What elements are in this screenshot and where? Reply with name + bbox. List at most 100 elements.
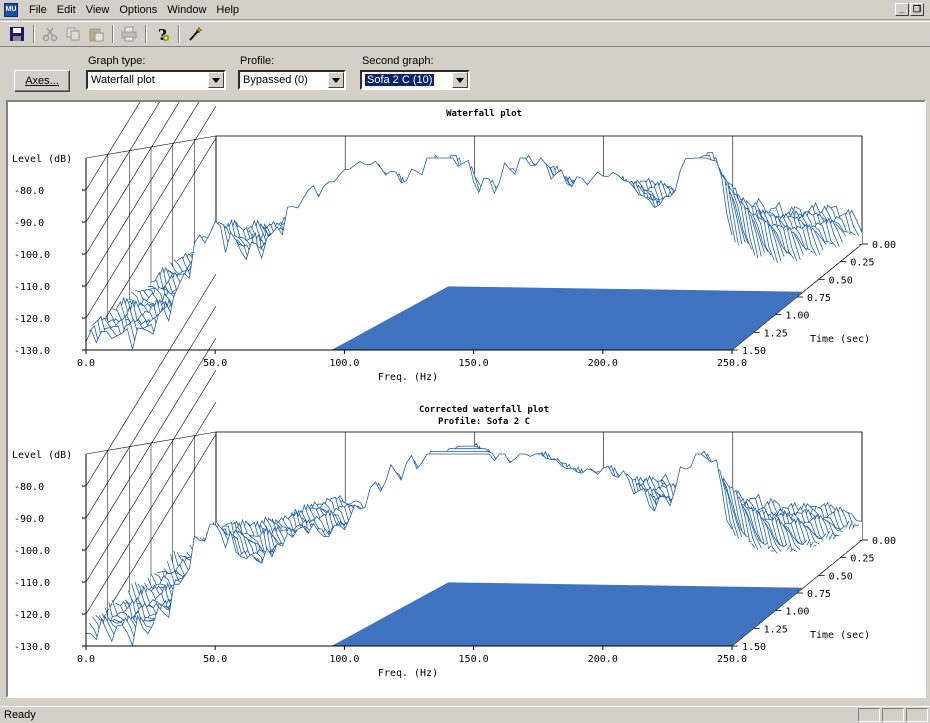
- second-graph-value: Sofa 2 C (10): [363, 74, 436, 86]
- profile-label: Profile:: [240, 55, 275, 67]
- z-tick-label: 0.00: [872, 536, 896, 547]
- graph-type-dropdown-arrow[interactable]: [208, 72, 224, 88]
- status-text: Ready: [4, 709, 36, 721]
- copy-icon: [66, 27, 80, 41]
- z-tick-label: 0.50: [829, 571, 853, 582]
- y-tick-label: -100.0: [14, 250, 50, 261]
- print-button[interactable]: [118, 24, 140, 44]
- y-tick-label: -80.0: [14, 482, 44, 493]
- profile-value: Bypassed (0): [243, 74, 308, 86]
- y-tick-label: -80.0: [14, 186, 44, 197]
- print-icon: [121, 26, 137, 42]
- help-icon: ?: [158, 26, 169, 42]
- status-pane: [906, 708, 928, 722]
- x-tick-label: 50.0: [203, 358, 227, 369]
- axes-button-label: Axes...: [25, 75, 59, 87]
- mdi-restore-button[interactable]: ❐: [910, 3, 924, 16]
- graph-type-value: Waterfall plot: [91, 74, 155, 86]
- cut-button[interactable]: [39, 24, 61, 44]
- x-tick-label: 100.0: [329, 358, 359, 369]
- x-tick-label: 200.0: [588, 358, 618, 369]
- app-icon[interactable]: MU: [4, 2, 18, 17]
- second-graph-label: Second graph:: [362, 55, 434, 67]
- y-tick-label: -90.0: [14, 218, 44, 229]
- x-tick-label: 200.0: [588, 654, 618, 665]
- status-bar: Ready: [0, 706, 930, 723]
- x-tick-label: 250.0: [717, 654, 747, 665]
- menu-file[interactable]: File: [29, 3, 47, 16]
- z-tick-label: 0.25: [850, 258, 874, 269]
- cut-icon: [42, 27, 58, 42]
- menu-edit[interactable]: Edit: [56, 3, 76, 16]
- chevron-down-icon: [212, 77, 220, 83]
- x-tick-label: 150.0: [459, 654, 489, 665]
- wizard-button[interactable]: [184, 24, 206, 44]
- z-axis-label: Time (sec): [810, 334, 870, 345]
- z-tick-label: 0.25: [850, 554, 874, 565]
- x-tick-label: 50.0: [203, 654, 227, 665]
- z-tick-label: 0.75: [807, 589, 831, 600]
- graph-area[interactable]: Waterfall plot Level (dB) -80.0 -90.0 -100.0…: [6, 100, 926, 698]
- grid-line: [85, 135, 217, 159]
- plot-title: Corrected waterfall plot: [419, 405, 549, 415]
- x-tick-label: 100.0: [329, 654, 359, 665]
- x-tick-label: 150.0: [459, 358, 489, 369]
- waterfall-plot: Waterfall plot Level (dB) -80.0 -90.0 -100.0…: [12, 102, 896, 383]
- profile-dropdown-arrow[interactable]: [328, 72, 344, 88]
- second-graph-select[interactable]: Sofa 2 C (10): [360, 70, 470, 90]
- x-tick-label: 0.0: [77, 358, 95, 369]
- grid-line: [85, 431, 217, 455]
- menu-bar: MU File Edit View Options Window Help _ …: [0, 0, 930, 20]
- y-tick-label: -110.0: [14, 282, 50, 293]
- waterfall-slice: [85, 453, 733, 648]
- toolbar-separator: [178, 25, 180, 43]
- mdi-controls: _ ❐: [895, 3, 924, 16]
- paste-icon: [89, 28, 104, 42]
- floor-fill: [331, 286, 804, 350]
- toolbar: ?: [0, 21, 930, 47]
- axes-button[interactable]: Axes...: [14, 70, 70, 92]
- graph-type-label: Graph type:: [88, 55, 146, 67]
- second-graph-dropdown-arrow[interactable]: [452, 72, 468, 88]
- toolbar-separator: [145, 25, 147, 43]
- x-axis-label: Freq. (Hz): [378, 668, 438, 679]
- x-axis-label: Freq. (Hz): [378, 372, 438, 383]
- svg-text:?: ?: [158, 26, 167, 42]
- paste-button[interactable]: [85, 24, 107, 44]
- floor-fill: [331, 582, 804, 646]
- help-button[interactable]: ?: [151, 24, 173, 44]
- z-tick-label: 1.25: [764, 328, 788, 339]
- y-axis-label: Level (dB): [12, 450, 72, 461]
- y-tick-label: -90.0: [14, 514, 44, 525]
- z-tick-label: 1.25: [764, 624, 788, 635]
- save-button[interactable]: [6, 24, 28, 44]
- chevron-down-icon: [332, 77, 340, 83]
- copy-button[interactable]: [62, 24, 84, 44]
- menu-view[interactable]: View: [85, 3, 110, 16]
- menu-window[interactable]: Window: [167, 3, 207, 16]
- status-pane: [858, 708, 880, 722]
- y-tick-label: -120.0: [14, 610, 50, 621]
- plot-subtitle: Profile: Sofa 2 C: [438, 416, 530, 427]
- graph-type-select[interactable]: Waterfall plot: [86, 70, 226, 90]
- z-axis-label: Time (sec): [810, 630, 870, 641]
- menu-options[interactable]: Options: [119, 3, 158, 16]
- status-pane: [882, 708, 904, 722]
- save-icon: [10, 27, 24, 41]
- toolbar-separator: [33, 25, 35, 43]
- mdi-minimize-button[interactable]: _: [895, 3, 909, 16]
- z-tick-label: 0.50: [829, 275, 853, 286]
- plot-title: Waterfall plot: [446, 109, 522, 119]
- profile-select[interactable]: Bypassed (0): [238, 70, 346, 90]
- menu-help[interactable]: Help: [216, 3, 240, 16]
- wizard-icon: [189, 26, 203, 41]
- y-tick-label: -100.0: [14, 546, 50, 557]
- z-tick-label: 1.00: [785, 311, 809, 322]
- toolbar-separator: [112, 25, 114, 43]
- y-tick-label: -110.0: [14, 578, 50, 589]
- y-tick-label: -130.0: [14, 346, 50, 357]
- z-tick-label: 1.50: [742, 346, 766, 357]
- x-tick-label: 0.0: [77, 654, 95, 665]
- chevron-down-icon: [456, 77, 464, 83]
